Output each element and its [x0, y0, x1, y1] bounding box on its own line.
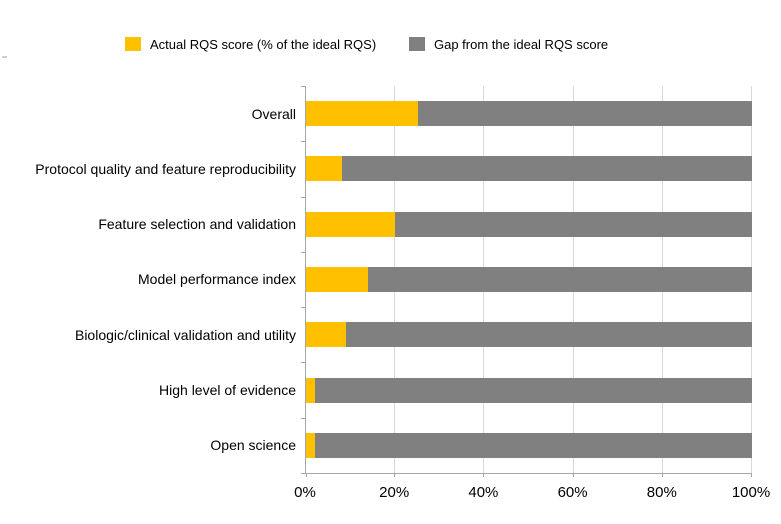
bar-row	[306, 362, 752, 417]
category-label: Feature selection and validation	[98, 216, 296, 233]
x-tick-label: 0%	[294, 484, 316, 501]
category-axis-tick	[301, 141, 306, 142]
x-tick-label: 80%	[646, 484, 677, 501]
category-axis-tick	[301, 473, 306, 474]
bar-segment-actual	[306, 322, 347, 348]
x-axis-tick	[483, 473, 485, 477]
bar-segment-gap	[346, 322, 752, 348]
category-axis-tick	[301, 252, 306, 253]
x-axis-tick	[306, 473, 307, 477]
bar-segment-gap	[395, 211, 752, 237]
bar-segment-gap	[314, 377, 752, 403]
bar-segment-actual	[306, 101, 418, 127]
x-axis-tick	[394, 473, 396, 477]
bar-segment-actual	[306, 211, 396, 237]
stacked-bar	[306, 101, 752, 127]
legend-item-actual: Actual RQS score (% of the ideal RQS)	[125, 36, 376, 52]
category-label: High level of evidence	[159, 382, 296, 399]
category-axis-tick	[301, 418, 306, 419]
bar-row	[306, 418, 752, 473]
bar-segment-gap	[417, 101, 752, 127]
category-axis-labels: Overall Protocol quality and feature repr…	[0, 86, 296, 473]
category-label: Biologic/clinical validation and utility	[74, 326, 296, 343]
plot-area	[301, 86, 752, 477]
bar-row	[306, 252, 752, 307]
bar-row	[306, 86, 752, 141]
x-tick-label: 20%	[379, 484, 410, 501]
category-axis-tick	[301, 86, 306, 87]
bar-row	[306, 307, 752, 362]
category-label: Protocol quality and feature reproducibi…	[35, 160, 296, 177]
legend-swatch-gap	[409, 37, 425, 51]
x-axis-tick	[572, 473, 574, 477]
stacked-bar	[306, 266, 752, 292]
stacked-bar	[306, 156, 752, 182]
category-axis-tick	[301, 197, 306, 198]
bar-segment-gap	[314, 432, 752, 458]
bar-segment-actual	[306, 377, 315, 403]
x-axis-tick	[751, 473, 752, 477]
category-label: Open science	[210, 437, 296, 454]
bar-segment-actual	[306, 156, 342, 182]
stacked-bar	[306, 432, 752, 458]
category-axis-tick	[301, 362, 306, 363]
category-axis-tick	[301, 307, 306, 308]
bar-segment-actual	[306, 266, 369, 292]
x-tick-label: 100%	[731, 484, 771, 501]
x-tick-label: 40%	[468, 484, 499, 501]
legend-swatch-actual	[125, 37, 141, 51]
legend-label-gap: Gap from the ideal RQS score	[434, 36, 609, 52]
stacked-bar	[306, 377, 752, 403]
bar-row	[306, 141, 752, 196]
bar-segment-gap	[341, 156, 752, 182]
stacked-bar	[306, 211, 752, 237]
stacked-bar	[306, 322, 752, 348]
category-label: Model performance index	[138, 271, 296, 288]
bars-layer	[306, 86, 752, 473]
bar-segment-gap	[368, 266, 752, 292]
legend-item-gap: Gap from the ideal RQS score	[409, 36, 608, 52]
x-axis-tick	[661, 473, 663, 477]
bar-segment-actual	[306, 432, 315, 458]
category-label: Overall	[251, 105, 296, 122]
bar-row	[306, 197, 752, 252]
legend-label-actual: Actual RQS score (% of the ideal RQS)	[150, 36, 377, 52]
x-tick-label: 60%	[557, 484, 588, 501]
stray-mark	[2, 56, 7, 58]
